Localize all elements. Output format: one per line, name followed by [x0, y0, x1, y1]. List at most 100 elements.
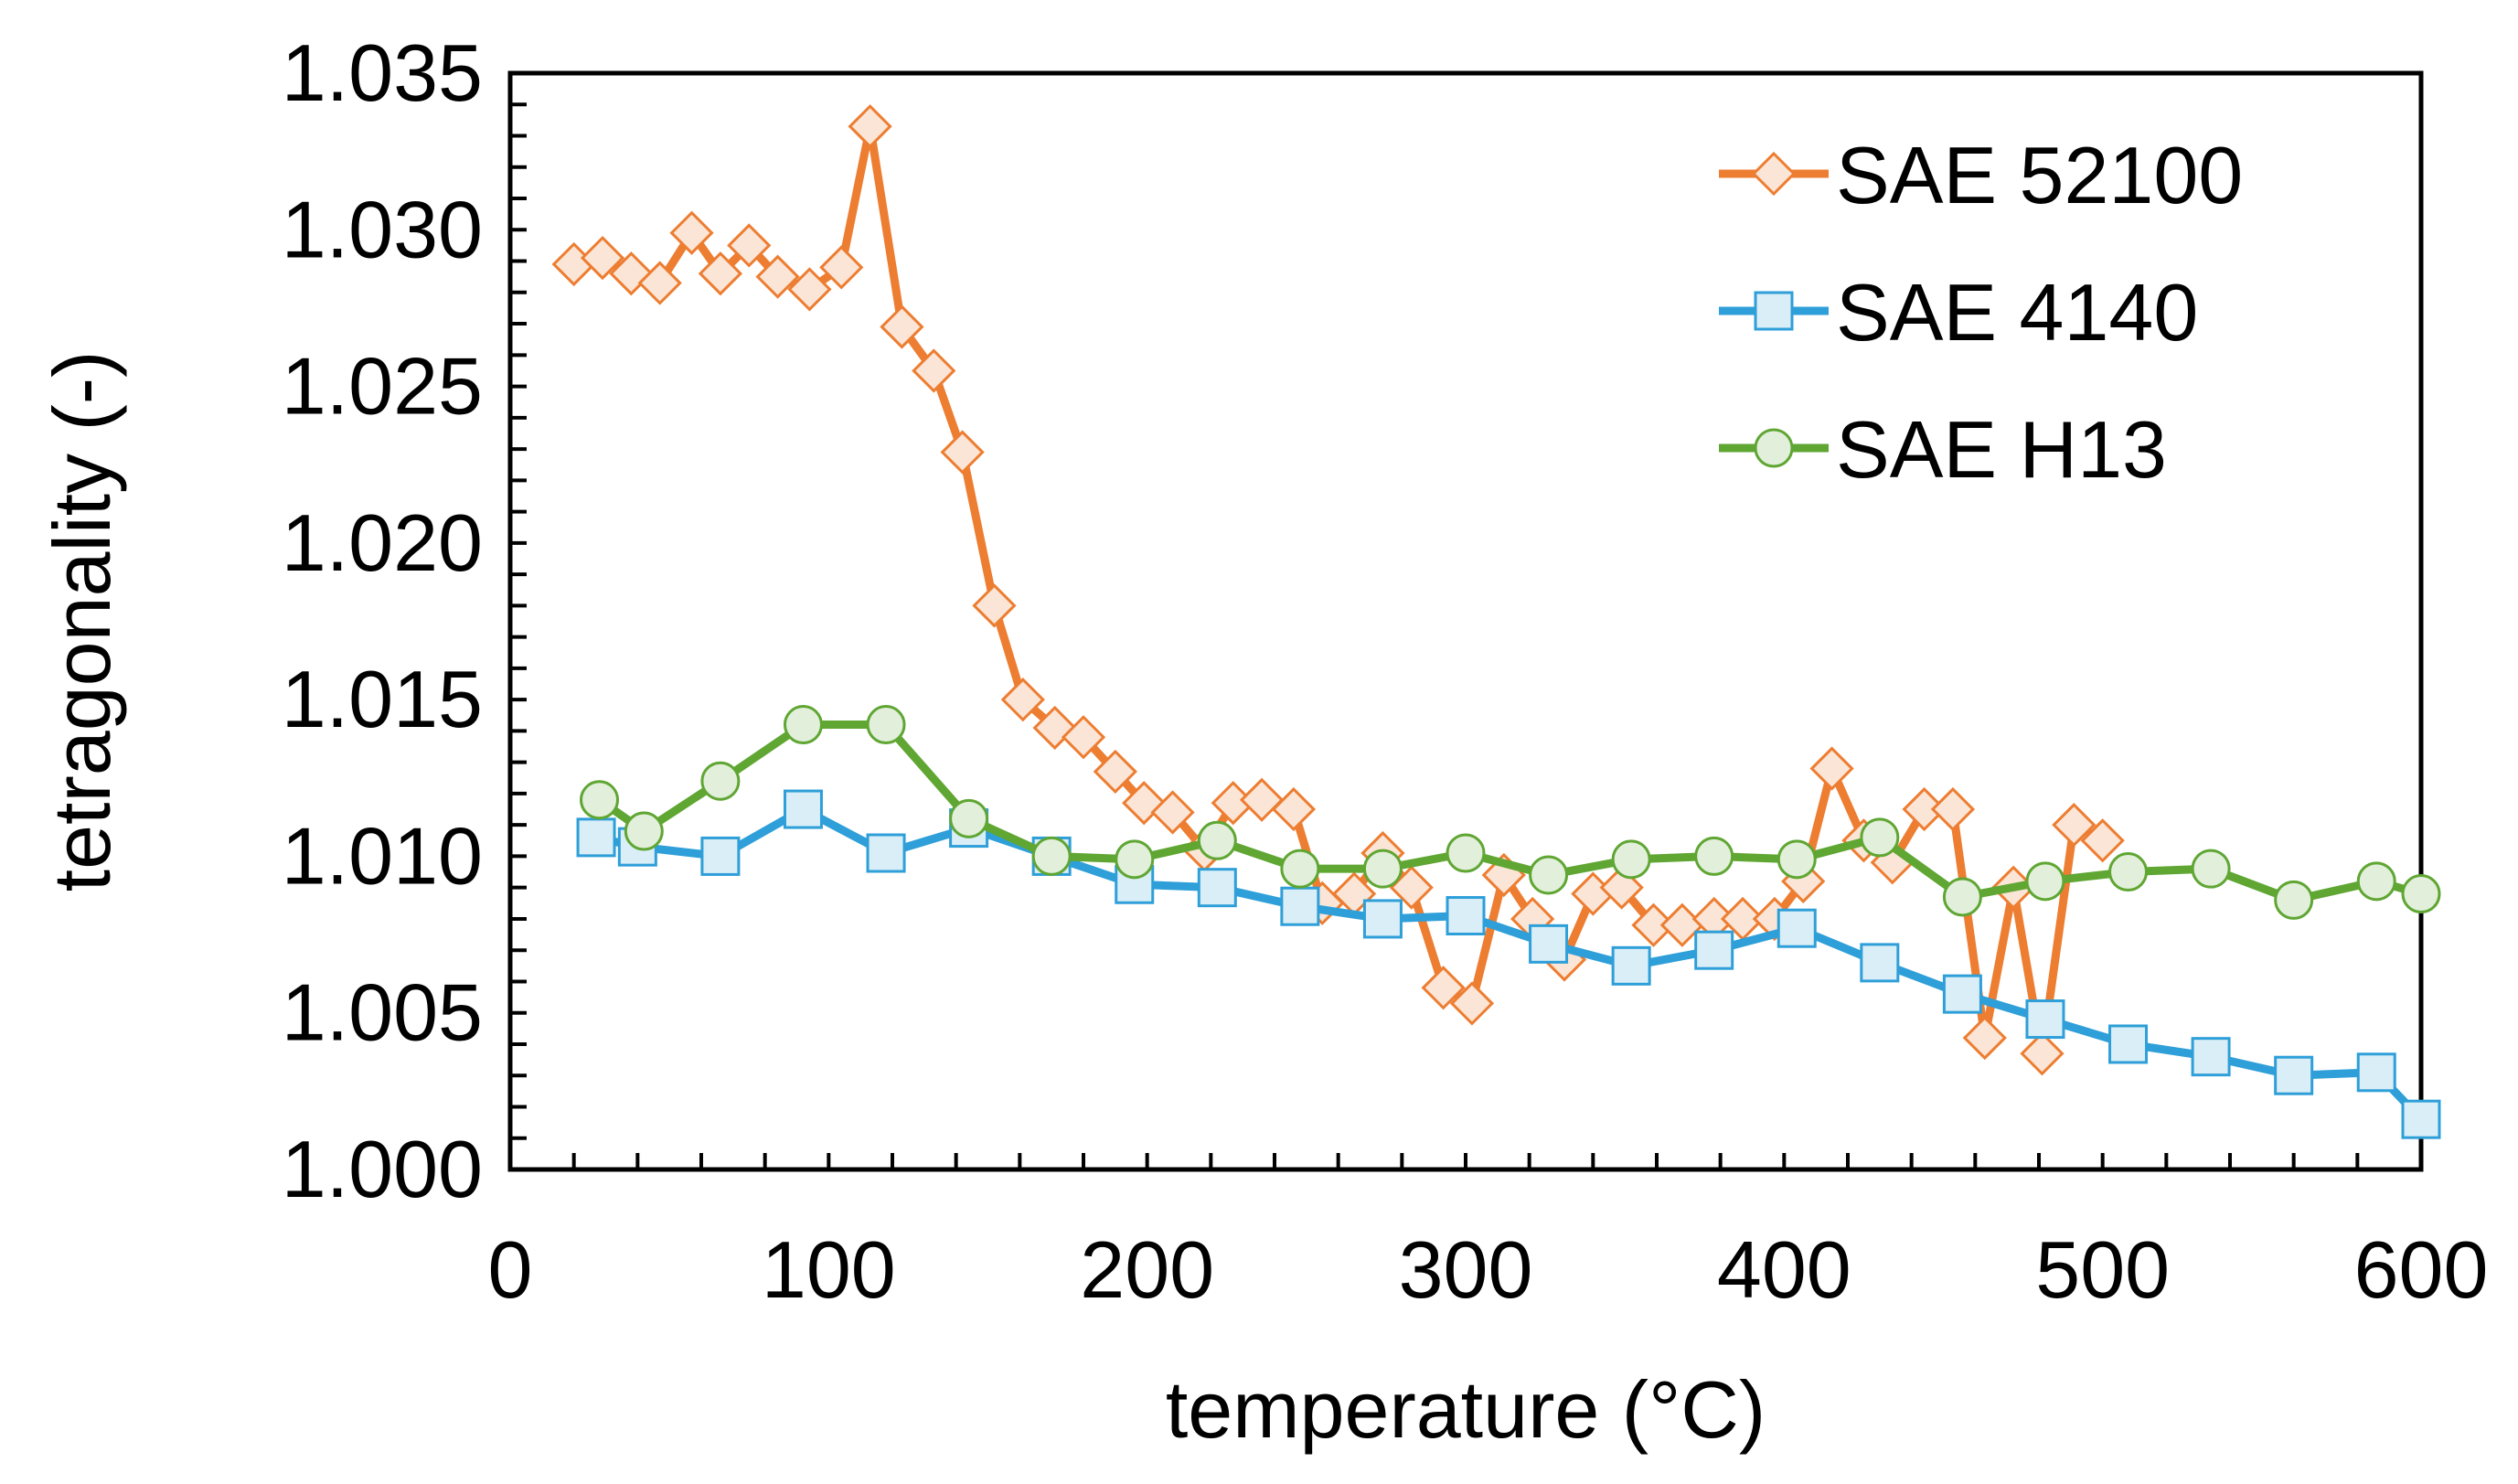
data-point-sae-h13 [1031, 836, 1072, 876]
y-tick-label: 1.000 [282, 1124, 483, 1214]
x-minor-ticks [571, 1153, 2360, 1169]
x-tick-label: 400 [1717, 1224, 1851, 1315]
data-point-sae-52100 [1271, 786, 1317, 832]
y-tick-label: 1.025 [282, 341, 483, 432]
legend-marker [1754, 428, 1794, 468]
data-point-sae-4140 [1611, 945, 1651, 986]
data-point-sae-4140 [2108, 1024, 2149, 1064]
data-point-sae-52100 [819, 245, 864, 290]
data-point-sae-h13 [700, 761, 741, 801]
legend-marker [1751, 151, 1797, 197]
y-tick-label: 1.010 [282, 810, 483, 901]
data-point-sae-4140 [1362, 899, 1403, 939]
legend-item-sae-52100: SAE 52100 [1719, 130, 2243, 220]
data-point-sae-52100 [727, 223, 772, 268]
series-sae-4140 [576, 789, 2441, 1139]
data-point-sae-h13 [1197, 820, 1237, 860]
legend-marker [1754, 291, 1794, 331]
legend-item-sae-h13: SAE H13 [1719, 404, 2167, 495]
data-point-sae-52100 [669, 210, 714, 255]
y-tick-label: 1.020 [282, 497, 483, 588]
data-point-sae-4140 [1446, 896, 1486, 936]
data-point-sae-52100 [637, 261, 682, 305]
data-point-sae-52100 [787, 267, 832, 312]
data-point-sae-h13 [1280, 849, 1320, 889]
data-point-sae-52100 [880, 304, 924, 349]
y-tick-label: 1.030 [282, 184, 483, 274]
legend-label: SAE 4140 [1836, 267, 2198, 358]
data-point-sae-h13 [949, 798, 989, 838]
data-point-sae-h13 [2191, 849, 2231, 889]
data-point-sae-h13 [1115, 839, 1155, 880]
data-point-sae-52100 [2020, 1031, 2065, 1076]
series-layer [551, 104, 2441, 1139]
data-point-sae-52100 [755, 254, 800, 299]
data-point-sae-h13 [1942, 877, 1982, 917]
data-point-sae-52100 [1962, 1015, 2007, 1061]
data-point-sae-h13 [1362, 849, 1403, 889]
data-point-sae-h13 [2356, 861, 2396, 902]
data-point-sae-h13 [866, 705, 906, 745]
data-point-sae-4140 [1197, 868, 1237, 908]
data-point-sae-h13 [783, 705, 823, 745]
data-point-sae-h13 [2401, 874, 2441, 914]
data-point-sae-4140 [866, 833, 906, 873]
y-tick-label: 1.005 [282, 967, 483, 1058]
data-point-sae-4140 [576, 817, 616, 858]
data-point-sae-h13 [2025, 861, 2065, 902]
data-point-sae-4140 [700, 836, 741, 876]
data-point-sae-52100 [580, 235, 625, 281]
data-point-sae-h13 [2274, 880, 2314, 920]
data-point-sae-h13 [1529, 855, 1569, 895]
y-tick-labels: 1.000 1.005 1.010 1.015 1.020 1.025 1.030 1.035 [282, 27, 483, 1214]
data-point-sae-4140 [1529, 923, 1569, 964]
data-point-sae-4140 [1694, 930, 1734, 970]
series-sae-h13 [580, 705, 2441, 920]
data-point-sae-52100 [1000, 678, 1045, 722]
x-tick-label: 0 [488, 1224, 533, 1315]
data-point-sae-52100 [1421, 966, 1466, 1010]
data-point-sae-4140 [2191, 1037, 2231, 1077]
legend-label: SAE 52100 [1836, 130, 2243, 220]
data-point-sae-4140 [783, 789, 823, 829]
data-point-sae-4140 [1776, 908, 1817, 948]
data-point-sae-h13 [624, 811, 664, 851]
data-point-sae-52100 [2080, 818, 2125, 863]
data-point-sae-4140 [2401, 1099, 2441, 1139]
data-point-sae-4140 [2025, 999, 2065, 1040]
data-point-sae-52100 [1239, 777, 1285, 822]
data-point-sae-52100 [912, 348, 956, 393]
data-point-sae-52100 [1449, 981, 1495, 1026]
x-tick-label: 100 [762, 1224, 896, 1315]
data-point-sae-4140 [1860, 943, 1900, 983]
legend-item-sae-4140: SAE 4140 [1719, 267, 2198, 358]
data-point-sae-h13 [1694, 836, 1734, 876]
data-point-sae-h13 [1776, 839, 1817, 880]
data-point-sae-52100 [1930, 786, 1976, 832]
data-point-sae-52100 [698, 251, 743, 296]
data-point-sae-52100 [848, 104, 892, 149]
series-sae-52100 [551, 104, 2125, 1076]
data-point-sae-52100 [972, 583, 1017, 628]
data-point-sae-52100 [1809, 746, 1854, 791]
y-tick-label: 1.015 [282, 654, 483, 744]
data-point-sae-h13 [580, 780, 620, 820]
data-point-sae-52100 [940, 430, 985, 475]
data-point-sae-h13 [1611, 839, 1651, 880]
legend: SAE 52100 SAE 4140 SAE H13 [1719, 130, 2243, 495]
x-tick-label: 200 [1080, 1224, 1214, 1315]
data-point-sae-52100 [1150, 790, 1195, 835]
data-point-sae-h13 [2108, 852, 2149, 892]
y-axis-label: tetragonality (-) [37, 351, 127, 892]
data-point-sae-4140 [1942, 974, 1982, 1014]
data-point-sae-4140 [2274, 1055, 2314, 1095]
data-point-sae-h13 [1446, 833, 1486, 873]
x-tick-label: 500 [2035, 1224, 2170, 1315]
data-point-sae-52100 [1093, 749, 1137, 795]
data-point-sae-h13 [1860, 817, 1900, 858]
x-axis-label: temperature (°C) [1166, 1364, 1766, 1455]
data-point-sae-4140 [2356, 1052, 2396, 1093]
legend-label: SAE H13 [1836, 404, 2167, 495]
x-tick-labels: 0 100 200 300 400 500 600 [488, 1224, 2489, 1315]
data-point-sae-52100 [2052, 803, 2097, 848]
